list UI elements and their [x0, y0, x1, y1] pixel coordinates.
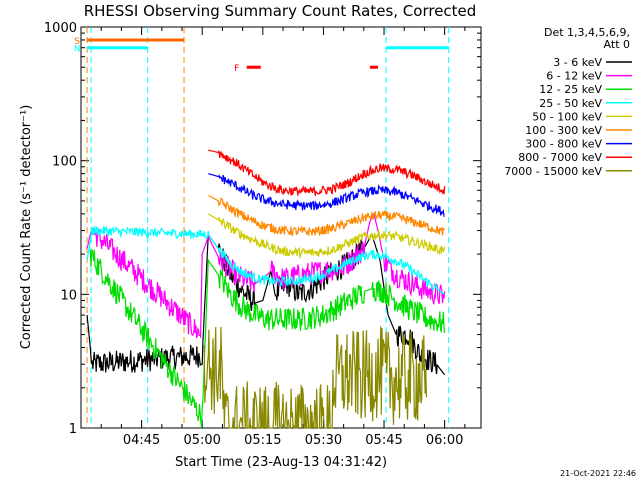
x-axis-label: Start Time (23-Aug-13 04:31:42) — [175, 455, 387, 470]
tick-layer: 1 10 100 1000 04:45 05:00 05:15 05:30 05:45 06:00 — [44, 21, 481, 448]
y-tick-label: 10 — [60, 288, 77, 303]
plot-border — [80, 26, 482, 429]
legend-entry-label: 7000 - 15000 keV — [504, 165, 602, 178]
x-tick-label: 04:45 — [123, 433, 160, 448]
x-tick-label: 06:00 — [426, 433, 463, 448]
x-tick-label: 05:30 — [305, 433, 342, 448]
y-tick-label: 1 — [69, 422, 77, 437]
flag-label: F — [234, 64, 239, 74]
series-line — [86, 232, 446, 376]
marker-lines — [86, 27, 450, 428]
flag-segments: SN F — [74, 37, 449, 74]
y-tick-label: 1000 — [44, 21, 77, 36]
x-tick-label: 05:15 — [244, 433, 281, 448]
series-line — [203, 326, 428, 431]
series-line — [208, 149, 446, 196]
legend-entry-label: 50 - 100 keV — [532, 110, 602, 123]
legend-entry-label: 3 - 6 keV — [553, 56, 602, 69]
series-line — [208, 173, 445, 218]
legend-entry-label: 25 - 50 keV — [539, 97, 602, 110]
legend-entry-label: 6 - 12 keV — [546, 70, 602, 83]
y-tick-label: 100 — [52, 155, 77, 170]
plot-area — [80, 26, 482, 429]
y-axis-label: Corrected Count Rate (s⁻¹ detector⁻¹) — [19, 105, 34, 350]
series-line — [207, 213, 446, 260]
series-line — [208, 194, 446, 236]
chart-title: RHESSI Observing Summary Count Rates, Co… — [84, 2, 477, 20]
legend-entry-label: 100 - 300 keV — [525, 124, 602, 137]
flag-label: N — [74, 45, 81, 55]
series-layer — [86, 149, 446, 431]
flag-label: S — [74, 37, 80, 47]
legend-header: Det 1,3,4,5,6,9, — [544, 26, 630, 39]
legend-entry-label: 300 - 800 keV — [525, 138, 602, 151]
x-tick-label: 05:00 — [183, 433, 220, 448]
legend-header: Att 0 — [604, 38, 630, 51]
legend-entry-label: 12 - 25 keV — [539, 83, 602, 96]
series-line — [86, 224, 445, 295]
x-tick-label: 05:45 — [365, 433, 402, 448]
timestamp-footer: 21-Oct-2021 22:46 — [560, 469, 636, 478]
series-line — [89, 249, 446, 429]
legend-entry-label: 800 - 7000 keV — [518, 151, 602, 164]
